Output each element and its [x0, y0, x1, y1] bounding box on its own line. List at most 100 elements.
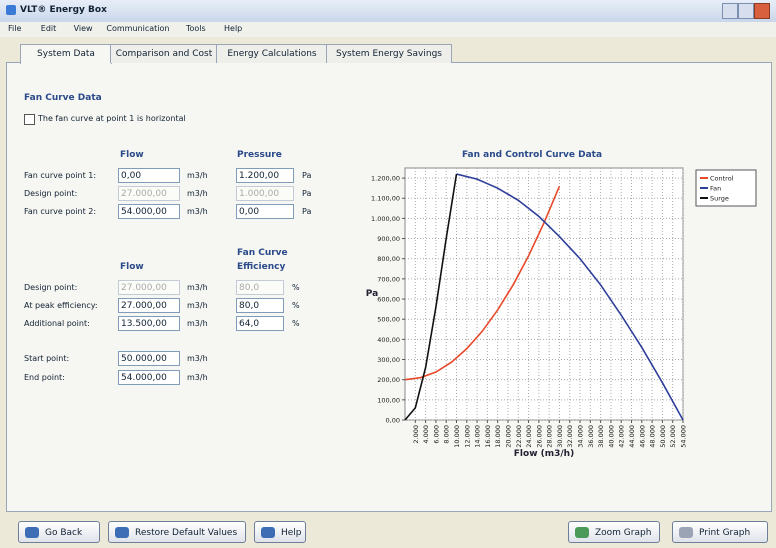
x-tick-label: 50.000 [659, 425, 667, 448]
input-field: 80,0 [236, 280, 284, 295]
menu-bar [0, 22, 776, 37]
x-tick-label: 18.000 [494, 425, 502, 448]
x-tick-label: 36.000 [587, 425, 595, 448]
menu-item[interactable]: Help [224, 24, 243, 33]
curve [456, 173, 684, 421]
column-header: Fan Curve [237, 248, 288, 258]
menu-item[interactable]: View [73, 24, 93, 33]
button[interactable]: Go Back [18, 521, 100, 543]
input-field[interactable]: 27.000,00 [118, 298, 180, 313]
x-tick-label: 28.000 [546, 425, 554, 448]
x-tick-label: 30.000 [556, 425, 564, 448]
unit-label: m3/h [187, 189, 208, 198]
x-tick-label: 46.000 [638, 425, 646, 448]
unit-label: m3/h [187, 207, 208, 216]
menu-item[interactable]: Communication [106, 24, 170, 33]
tab[interactable]: System Energy Savings [326, 44, 452, 63]
field-label: Fan curve point 1: [24, 171, 97, 180]
unit-label: m3/h [187, 319, 208, 328]
field-label: End point: [24, 373, 65, 382]
unit-label: Pa [302, 189, 312, 198]
x-tick-label: 8.000 [443, 425, 451, 444]
menu-item[interactable]: File [8, 24, 22, 33]
y-tick-label: 1.000,00 [371, 215, 400, 223]
checkbox[interactable] [24, 114, 35, 125]
unit-label: Pa [302, 171, 312, 180]
input-field[interactable]: 0,00 [118, 168, 180, 183]
unit-label: m3/h [187, 283, 208, 292]
menu-item[interactable]: Edit [40, 24, 57, 33]
app-icon [6, 5, 16, 15]
column-header: Efficiency [237, 262, 286, 272]
unit-label: m3/h [187, 171, 208, 180]
column-header: Flow [120, 262, 144, 272]
x-tick-label: 44.000 [628, 425, 636, 448]
y-tick-label: 900,00 [377, 235, 400, 243]
button[interactable]: Print Graph [672, 521, 768, 543]
input-field[interactable]: 80,0 [236, 298, 284, 313]
button-label: Zoom Graph [595, 528, 652, 538]
column-header: Flow [120, 150, 144, 160]
x-axis-label: Flow (m3/h) [514, 449, 574, 459]
y-tick-label: 100,00 [377, 396, 400, 404]
button-icon [575, 527, 589, 538]
input-field[interactable]: 50.000,00 [118, 351, 180, 366]
x-tick-label: 24.000 [525, 425, 533, 448]
button-icon [261, 527, 275, 538]
legend-label: Fan [710, 185, 721, 193]
y-tick-label: 400,00 [377, 336, 400, 344]
x-tick-label: 42.000 [618, 425, 626, 448]
field-label: Design point: [24, 283, 78, 292]
y-tick-label: 600,00 [377, 296, 400, 304]
y-tick-label: 200,00 [377, 376, 400, 384]
y-tick-label: 300,00 [377, 356, 400, 364]
x-tick-label: 32.000 [566, 425, 574, 448]
button-icon [679, 527, 693, 538]
input-field[interactable]: 13.500,00 [118, 316, 180, 331]
unit-label: m3/h [187, 301, 208, 310]
input-field[interactable]: 54.000,00 [118, 370, 180, 385]
x-tick-label: 40.000 [607, 425, 615, 448]
y-tick-label: 0,00 [386, 417, 400, 425]
button[interactable]: Restore Default Values [108, 521, 246, 543]
x-tick-label: 26.000 [535, 425, 543, 448]
unit-label: m3/h [187, 354, 208, 363]
unit-label: Pa [302, 207, 312, 216]
button-label: Restore Default Values [135, 528, 238, 538]
button-label: Help [281, 528, 302, 538]
x-tick-label: 14.000 [474, 425, 482, 448]
menu-item[interactable]: Tools [186, 24, 206, 33]
unit-label: % [292, 319, 300, 328]
close-button[interactable] [754, 3, 770, 19]
x-tick-label: 38.000 [597, 425, 605, 448]
button-label: Print Graph [699, 528, 751, 538]
curve [404, 173, 458, 421]
button-label: Go Back [45, 528, 83, 538]
input-field: 1.000,00 [236, 186, 294, 201]
x-tick-label: 10.000 [453, 425, 461, 448]
x-tick-label: 22.000 [515, 425, 523, 448]
x-tick-label: 4.000 [422, 425, 430, 444]
field-label: Additional point: [24, 319, 90, 328]
field-label: At peak efficiency: [24, 301, 98, 310]
checkbox-label: The fan curve at point 1 is horizontal [38, 114, 186, 123]
button[interactable]: Help [254, 521, 306, 543]
minimize-button[interactable] [722, 3, 738, 19]
input-field[interactable]: 64,0 [236, 316, 284, 331]
plot-area [404, 167, 684, 421]
input-field[interactable]: 54.000,00 [118, 204, 180, 219]
unit-label: m3/h [187, 373, 208, 382]
field-label: Start point: [24, 354, 70, 363]
button-icon [115, 527, 129, 538]
input-field[interactable]: 1.200,00 [236, 168, 294, 183]
button[interactable]: Zoom Graph [568, 521, 660, 543]
legend-label: Control [710, 175, 734, 183]
maximize-button[interactable] [738, 3, 754, 19]
input-field: 27.000,00 [118, 186, 180, 201]
y-tick-label: 800,00 [377, 255, 400, 263]
window-title: VLT® Energy Box [20, 5, 107, 15]
y-tick-label: 1.200,00 [371, 175, 400, 183]
input-field[interactable]: 0,00 [236, 204, 294, 219]
